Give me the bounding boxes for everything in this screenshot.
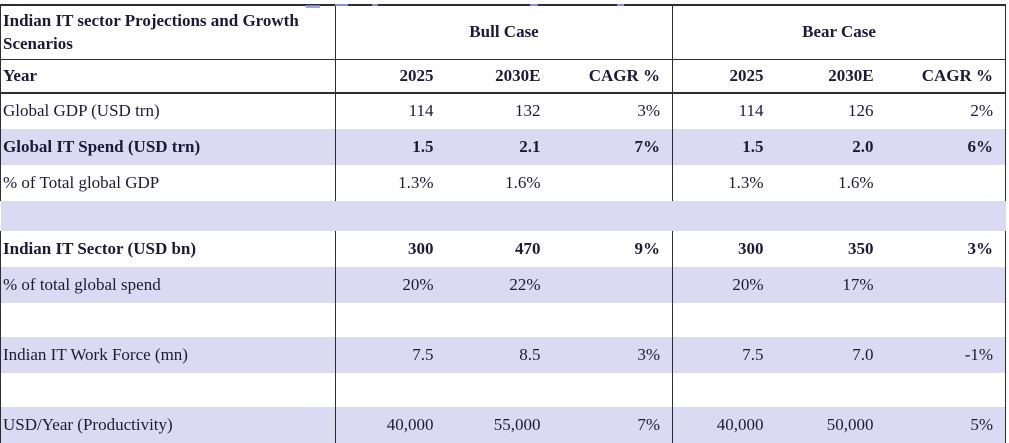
cell-bear-2	[885, 267, 1007, 303]
cell-bear-1: 50,000	[775, 407, 886, 443]
cell-bear-1: 2.0	[775, 129, 886, 165]
cell-bull-0: 40,000	[335, 407, 446, 443]
cell-bear-2: 2%	[885, 93, 1007, 129]
row-label: % of total global spend	[0, 267, 336, 303]
cell-bear-2	[885, 165, 1007, 201]
cell-bull-1: 22%	[445, 267, 553, 303]
spacer-row	[0, 201, 1006, 231]
row-label: Global GDP (USD trn)	[0, 93, 336, 129]
cell-bear-1: 17%	[775, 267, 886, 303]
table-row: % of total global spend 20% 22% 20% 17%	[0, 267, 1007, 303]
spacer-cell	[885, 373, 1007, 407]
spacer-cell	[0, 303, 336, 337]
table-row: USD/Year (Productivity) 40,000 55,000 7% 40,…	[0, 407, 1007, 443]
spacer-cell	[446, 373, 553, 407]
table-row: Indian IT Sector (USD bn) 300 470 9% 300 350 3…	[0, 231, 1007, 267]
col-header-bear-2030e: 2030E	[775, 59, 886, 94]
group-header-bear: Bear Case	[672, 4, 1007, 60]
cell-bear-0: 20%	[672, 267, 776, 303]
clipped-text-fragment	[617, 4, 624, 6]
cell-bear-1: 1.6%	[838, 172, 874, 192]
spacer-cell	[885, 303, 1007, 337]
cell-bull-2: 7%	[552, 407, 673, 443]
cell-bear-2: 5%	[885, 407, 1007, 443]
cell-bear-2: 3%	[885, 231, 1007, 267]
spacer-cell	[672, 303, 776, 337]
spacer-row	[0, 373, 1007, 407]
clipped-text-fragment	[335, 4, 348, 6]
spacer-cell	[0, 201, 1006, 231]
cell-bull-1: 1.6%	[505, 172, 541, 192]
cell-bull-0: 7.5	[335, 337, 446, 373]
spacer-cell	[335, 373, 446, 407]
cell-bull-2: 3%	[637, 101, 661, 121]
row-label: Indian IT Sector (USD bn)	[0, 231, 336, 267]
cell-bear-0: 114	[672, 93, 776, 129]
col-header-bull-2025: 2025	[335, 59, 446, 94]
col-header-bull-2030e: 2030E	[445, 59, 553, 94]
cell-bull-1: 470	[515, 238, 541, 258]
cell-bear-0: 300	[672, 231, 776, 267]
table-row: Indian IT Work Force (mn) 7.5 8.5 3% 7.5 7.0-…	[0, 337, 1007, 373]
row-label: % of Total global GDP	[0, 165, 336, 201]
cell-bull-1: 55,000	[445, 407, 553, 443]
col-header-bull-cagr: CAGR %	[552, 59, 673, 94]
table-header-row: Indian IT sector Projections and Growth …	[0, 4, 1007, 60]
cell-bull-2: 3%	[552, 337, 673, 373]
cell-bear-2: -1%	[885, 337, 1007, 373]
spacer-cell	[776, 373, 886, 407]
year-label: Year	[0, 59, 336, 94]
spacer-cell	[776, 303, 886, 337]
cell-bull-0: 1.5	[335, 129, 446, 165]
row-label: Indian IT Work Force (mn)	[0, 337, 336, 373]
cell-bear-0: 7.5	[672, 337, 776, 373]
spacer-row	[0, 303, 1007, 337]
clipped-text-fragment	[306, 5, 320, 8]
table-row: Global GDP (USD trn) 114 132 3% 114 126 2%	[0, 93, 1007, 129]
clipped-text-fragment	[372, 4, 378, 6]
cell-bull-2	[552, 267, 673, 303]
cell-bear-1: 126	[848, 101, 874, 121]
spacer-cell	[553, 373, 673, 407]
table-row: % of Total global GDP 1.3% 1.6% 1.3% 1.6%	[0, 165, 1007, 201]
col-header-bear-2025: 2025	[672, 59, 776, 94]
cell-bull-0: 1.3%	[335, 165, 446, 201]
table-body: Global GDP (USD trn) 114 132 3% 114 126 2% Glob…	[0, 93, 1007, 443]
cell-bull-2: 7%	[552, 129, 673, 165]
row-label: Global IT Spend (USD trn)	[0, 129, 336, 165]
cell-bull-1: 2.1	[445, 129, 553, 165]
spacer-cell	[446, 303, 553, 337]
spacer-cell	[335, 303, 446, 337]
projections-table: Indian IT sector Projections and Growth …	[0, 4, 1007, 443]
cell-bull-0: 20%	[335, 267, 446, 303]
cell-bear-1: 350	[848, 238, 874, 258]
clipped-text-fragment	[530, 4, 538, 6]
row-label: USD/Year (Productivity)	[0, 407, 336, 443]
cell-bull-1: 8.5	[445, 337, 553, 373]
cell-bear-0: 1.5	[672, 129, 776, 165]
year-header-row: Year 2025 2030E CAGR % 2025 2030E CAGR %	[0, 59, 1007, 94]
cell-bull-0: 300	[335, 231, 446, 267]
cell-bear-0: 1.3%	[672, 165, 776, 201]
cell-bull-2	[553, 165, 673, 201]
group-header-bull: Bull Case	[334, 4, 673, 60]
cell-bull-0: 114	[335, 93, 446, 129]
cell-bear-0: 40,000	[672, 407, 776, 443]
cell-bear-2: 6%	[885, 129, 1007, 165]
cell-bull-2: 9%	[634, 238, 661, 258]
cell-bull-1: 132	[515, 101, 541, 121]
page-root: { "table": { "title": "Indian IT sector …	[0, 4, 1009, 443]
col-header-bear-cagr: CAGR %	[885, 59, 1007, 94]
table-row: Global IT Spend (USD trn) 1.5 2.1 7% 1.5 2.0 6…	[0, 129, 1007, 165]
spacer-cell	[553, 303, 673, 337]
table-title: Indian IT sector Projections and Growth …	[0, 4, 336, 60]
spacer-cell	[0, 373, 336, 407]
spacer-cell	[672, 373, 776, 407]
cell-bear-1: 7.0	[775, 337, 886, 373]
